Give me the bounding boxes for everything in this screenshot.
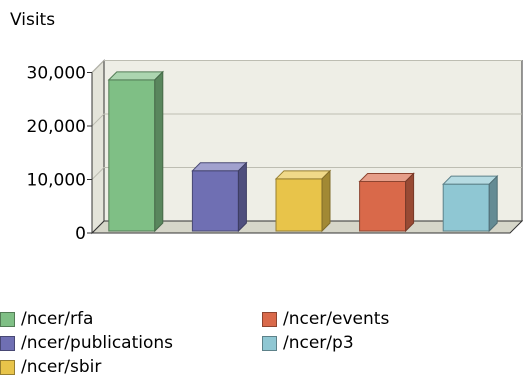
- bar-front: [275, 178, 323, 232]
- legend-item: /ncer/events: [262, 308, 389, 330]
- grid-line-depth: [91, 167, 105, 180]
- grid-line-depth: [91, 113, 105, 127]
- bar-chart: Visits 0 10,000 20,000 30,000: [10, 10, 523, 244]
- legend-swatch: [0, 311, 15, 327]
- bar-side: [237, 161, 247, 233]
- legend-item: /ncer/rfa: [0, 308, 93, 330]
- bar-side: [154, 70, 164, 233]
- legend-label: /ncer/p3: [283, 333, 354, 353]
- bar-front: [442, 183, 490, 232]
- legend: /ncer/rfa/ncer/publications/ncer/sbir/nc…: [0, 300, 523, 389]
- legend-item: /ncer/p3: [262, 332, 354, 354]
- legend-swatch: [262, 335, 277, 351]
- y-axis-title: Visits: [10, 10, 55, 30]
- bar-top: [274, 170, 332, 180]
- bar-front: [191, 170, 239, 232]
- legend-swatch: [0, 359, 15, 375]
- grid-line-depth: [91, 60, 105, 73]
- y-tick-label: 30,000: [27, 64, 86, 84]
- bar-side: [405, 172, 415, 233]
- y-tick-label: 20,000: [27, 117, 86, 137]
- legend-label: /ncer/rfa: [21, 309, 94, 329]
- bar-top: [191, 162, 248, 172]
- bar-side: [321, 169, 331, 233]
- legend-label: /ncer/sbir: [21, 357, 102, 377]
- legend-label: /ncer/events: [283, 309, 390, 329]
- legend-swatch: [0, 335, 15, 351]
- bar-front: [108, 79, 156, 232]
- y-tick-label: 10,000: [27, 171, 86, 191]
- legend-swatch: [262, 311, 277, 327]
- bar-top: [358, 173, 415, 182]
- side-wall: [91, 59, 105, 235]
- plot-area: 0 10,000 20,000 30,000: [27, 59, 523, 244]
- legend-item: /ncer/publications: [0, 332, 173, 354]
- bar-top: [107, 71, 165, 81]
- bar-top: [441, 175, 499, 185]
- y-tick-label: 0: [75, 224, 86, 244]
- bar-front: [359, 181, 407, 232]
- legend-item: /ncer/sbir: [0, 356, 101, 378]
- bar-side: [488, 174, 498, 233]
- legend-label: /ncer/publications: [21, 333, 174, 353]
